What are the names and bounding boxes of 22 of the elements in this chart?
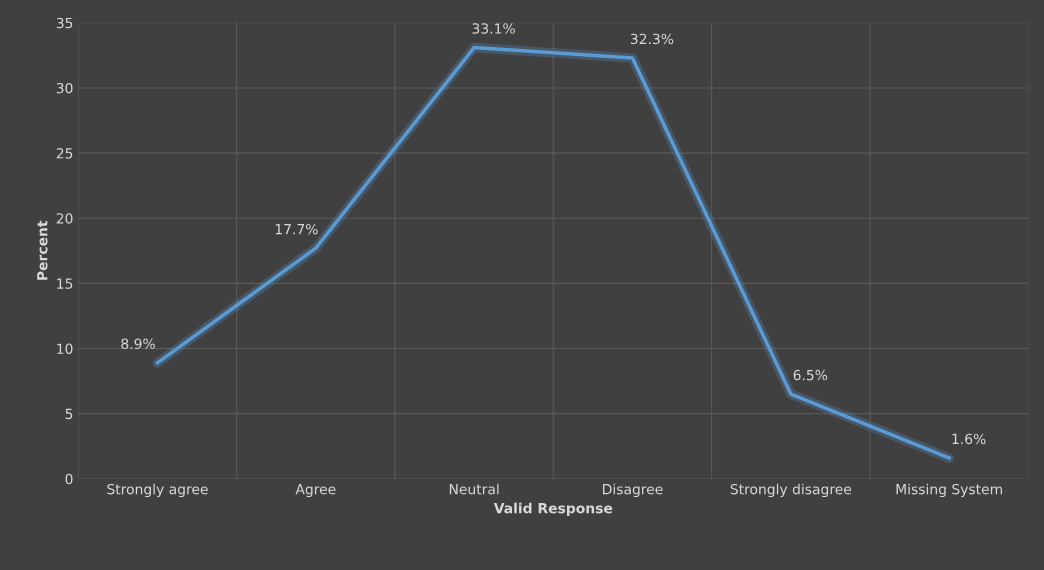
y-tick-label: 10	[57, 343, 73, 354]
y-tick-label: 30	[56, 82, 73, 94]
x-tick-label: Neutral	[449, 483, 499, 495]
data-label: 33.1%	[472, 23, 515, 34]
data-label: 6.5%	[793, 369, 828, 381]
data-label: 32.3%	[630, 33, 674, 45]
y-tick-label: 20	[56, 213, 73, 224]
y-tick-label: 25	[56, 148, 73, 159]
data-label: 1.6%	[952, 433, 986, 445]
data-label: 8.9%	[121, 338, 155, 350]
x-tick-label: Strongly agree	[107, 483, 208, 498]
data-label: 17.7%	[275, 223, 318, 235]
x-axis-title: Valid Response	[493, 502, 613, 517]
x-tick-label: Strongly disagree	[730, 483, 852, 498]
y-axis-title: Percent	[37, 220, 48, 280]
x-tick-label: Disagree	[603, 483, 663, 498]
y-tick-label: 5	[65, 408, 73, 420]
x-tick-label: Missing System	[896, 483, 1002, 498]
y-tick-label: 0	[65, 473, 73, 485]
y-tick-label: 15	[57, 278, 73, 289]
x-tick-label: Agree	[295, 484, 336, 498]
y-tick-label: 35	[56, 17, 73, 29]
